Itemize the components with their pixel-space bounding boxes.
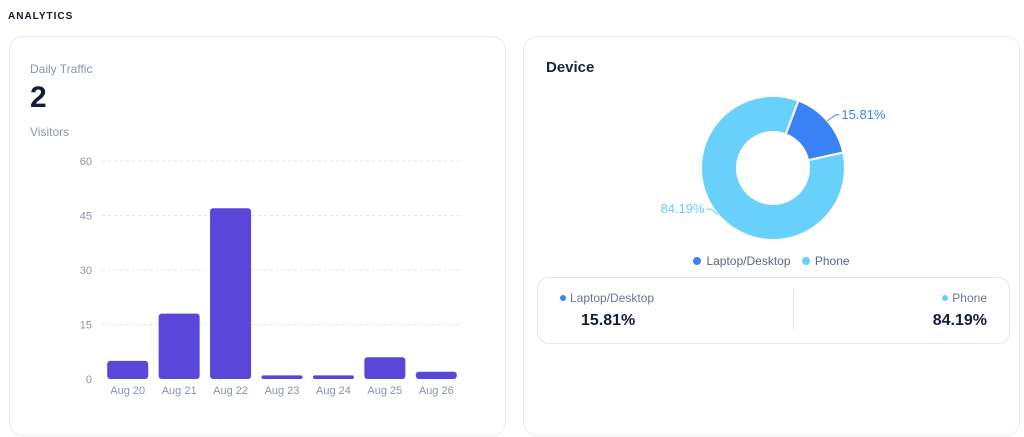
summary-laptop: Laptop/Desktop 15.81% <box>560 291 654 330</box>
y-tick-label: 0 <box>86 374 92 386</box>
traffic-label: Daily Traffic <box>30 62 93 76</box>
y-tick-label: 15 <box>80 320 92 332</box>
bar-aug-21[interactable] <box>158 313 200 379</box>
x-tick-label: Aug 26 <box>419 385 454 397</box>
chart-legend: Laptop/Desktop Phone <box>524 254 1019 268</box>
legend-item-laptop[interactable]: Laptop/Desktop <box>693 254 791 268</box>
bar-aug-26[interactable] <box>415 371 457 379</box>
summary-laptop-label: Laptop/Desktop <box>570 291 655 305</box>
legend-label-phone: Phone <box>814 254 850 268</box>
phone-dot-icon <box>942 295 949 301</box>
donut-slice-phone[interactable] <box>700 95 846 241</box>
x-tick-label: Aug 20 <box>110 385 145 397</box>
summary-phone: Phone 84.19% <box>933 291 987 330</box>
traffic-unit: Visitors <box>30 125 70 139</box>
slice-leader-line <box>706 208 719 216</box>
device-donut-chart: 15.81% 84.19% <box>660 95 886 241</box>
slice-label: 84.19% <box>660 201 705 216</box>
legend-item-phone[interactable]: Phone <box>801 254 850 268</box>
traffic-value: 2 <box>30 81 47 114</box>
laptop-dot-icon <box>693 257 702 265</box>
summary-phone-value: 84.19% <box>932 312 987 329</box>
x-tick-label: Aug 22 <box>213 385 248 397</box>
summary-divider <box>793 289 794 329</box>
device-title: Device <box>546 59 595 76</box>
legend-label-laptop: Laptop/Desktop <box>706 254 791 268</box>
x-tick-label: Aug 23 <box>265 385 300 397</box>
daily-traffic-card: Daily Traffic 2 Visitors 0 15 30 45 60 Aug 20… <box>9 36 506 436</box>
slice-leader-line <box>827 114 840 122</box>
slice-label: 15.81% <box>841 107 886 122</box>
bar-aug-23[interactable] <box>261 375 303 379</box>
x-tick-label: Aug 25 <box>367 385 402 397</box>
summary-laptop-value: 15.81% <box>581 312 636 329</box>
y-tick-label: 30 <box>80 265 92 277</box>
bar-aug-20[interactable] <box>107 360 149 379</box>
bar-aug-24[interactable] <box>312 375 354 379</box>
section-title: ANALYTICS <box>8 11 74 22</box>
device-summary: Laptop/Desktop 15.81% Phone 84.19% <box>537 277 1010 344</box>
y-tick-label: 60 <box>80 156 92 168</box>
laptop-dot-icon <box>560 295 566 301</box>
x-tick-label: Aug 24 <box>316 385 351 397</box>
x-tick-label: Aug 21 <box>162 385 197 397</box>
bar-aug-22[interactable] <box>210 208 252 379</box>
bar-aug-25[interactable] <box>364 357 406 379</box>
daily-traffic-bar-chart: 0 15 30 45 60 Aug 20 Aug 21 Aug 22 Aug 23 Aug 24 A… <box>80 156 462 397</box>
summary-phone-label: Phone <box>952 291 987 305</box>
device-card: Device 15.81% 84.19% Laptop/Desktop Phone… <box>523 36 1020 436</box>
phone-dot-icon <box>801 257 810 265</box>
y-tick-label: 45 <box>80 211 92 223</box>
